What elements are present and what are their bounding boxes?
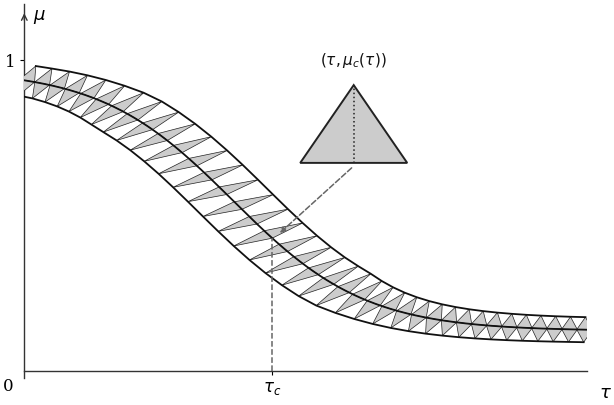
Polygon shape xyxy=(249,209,288,224)
Polygon shape xyxy=(282,268,318,285)
Polygon shape xyxy=(204,165,243,180)
Polygon shape xyxy=(203,202,242,217)
Polygon shape xyxy=(338,274,371,293)
Polygon shape xyxy=(66,75,87,93)
Polygon shape xyxy=(391,311,411,328)
Polygon shape xyxy=(502,326,517,340)
Polygon shape xyxy=(397,297,417,314)
Polygon shape xyxy=(352,281,382,300)
Polygon shape xyxy=(103,114,138,132)
Polygon shape xyxy=(35,68,52,85)
Polygon shape xyxy=(354,301,380,319)
Text: $\mu$: $\mu$ xyxy=(33,8,45,26)
Polygon shape xyxy=(234,231,272,246)
Polygon shape xyxy=(441,307,457,322)
Polygon shape xyxy=(293,247,331,264)
Polygon shape xyxy=(516,315,532,328)
Polygon shape xyxy=(298,278,334,296)
Polygon shape xyxy=(265,257,303,273)
Polygon shape xyxy=(96,86,125,104)
Polygon shape xyxy=(127,102,162,120)
Polygon shape xyxy=(218,217,257,231)
Polygon shape xyxy=(234,195,273,209)
Polygon shape xyxy=(456,309,472,324)
Polygon shape xyxy=(335,294,365,313)
Polygon shape xyxy=(373,306,395,324)
Polygon shape xyxy=(546,316,562,329)
Polygon shape xyxy=(174,137,211,153)
Polygon shape xyxy=(33,82,50,98)
Polygon shape xyxy=(173,173,212,188)
Polygon shape xyxy=(427,304,442,320)
Polygon shape xyxy=(411,301,429,318)
Polygon shape xyxy=(316,287,349,305)
Polygon shape xyxy=(546,329,562,342)
Polygon shape xyxy=(45,85,64,102)
Polygon shape xyxy=(367,287,393,306)
Polygon shape xyxy=(382,293,405,311)
Polygon shape xyxy=(562,329,577,342)
Polygon shape xyxy=(18,79,34,96)
Polygon shape xyxy=(20,66,36,82)
Polygon shape xyxy=(50,72,69,89)
Polygon shape xyxy=(577,330,593,342)
Polygon shape xyxy=(323,266,358,284)
Polygon shape xyxy=(117,123,153,141)
Polygon shape xyxy=(91,106,123,124)
Polygon shape xyxy=(300,85,407,163)
Polygon shape xyxy=(562,317,577,330)
Polygon shape xyxy=(456,322,472,337)
Polygon shape xyxy=(441,320,457,336)
Polygon shape xyxy=(57,89,79,107)
Polygon shape xyxy=(188,151,227,166)
Polygon shape xyxy=(532,328,547,341)
Polygon shape xyxy=(486,326,502,339)
Polygon shape xyxy=(69,94,94,111)
Polygon shape xyxy=(408,315,426,331)
Polygon shape xyxy=(516,327,532,341)
Polygon shape xyxy=(158,124,195,141)
Polygon shape xyxy=(219,180,258,194)
Text: $\tau$: $\tau$ xyxy=(599,384,612,402)
Polygon shape xyxy=(112,93,144,111)
Polygon shape xyxy=(158,158,197,174)
Polygon shape xyxy=(502,314,517,328)
Polygon shape xyxy=(249,244,287,260)
Polygon shape xyxy=(577,317,593,330)
Polygon shape xyxy=(426,318,441,334)
Polygon shape xyxy=(486,313,502,326)
Polygon shape xyxy=(144,145,182,161)
Polygon shape xyxy=(130,134,168,150)
Polygon shape xyxy=(80,99,109,117)
Polygon shape xyxy=(308,258,345,275)
Polygon shape xyxy=(279,236,317,252)
Polygon shape xyxy=(532,315,547,329)
Polygon shape xyxy=(472,324,487,339)
Polygon shape xyxy=(264,223,303,238)
Polygon shape xyxy=(188,187,227,202)
Text: $(\tau, \mu_c(\tau))$: $(\tau, \mu_c(\tau))$ xyxy=(321,51,387,70)
Polygon shape xyxy=(81,80,106,98)
Polygon shape xyxy=(472,311,487,326)
Polygon shape xyxy=(142,112,179,130)
Text: 0: 0 xyxy=(2,377,13,394)
